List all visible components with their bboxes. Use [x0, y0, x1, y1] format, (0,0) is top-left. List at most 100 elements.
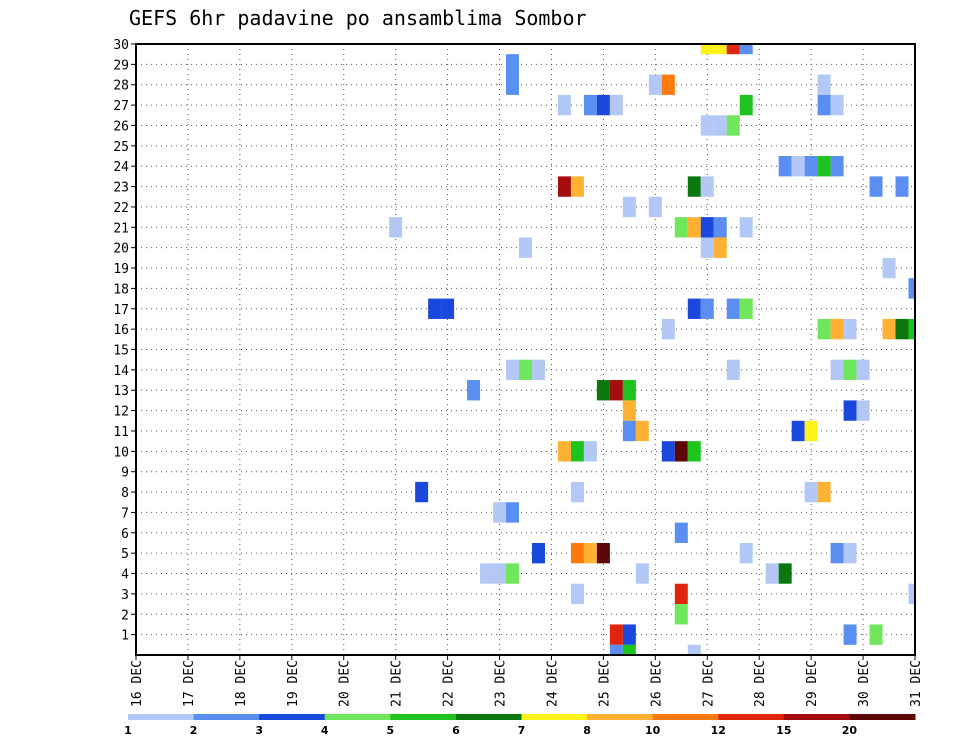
- precip-cell: [674, 441, 688, 462]
- precip-cell: [830, 542, 844, 564]
- precip-cell: [739, 542, 753, 564]
- precip-cell: [895, 176, 909, 197]
- precip-cell: [791, 156, 805, 177]
- precip-cell: [869, 176, 883, 197]
- legend-label: 12: [711, 724, 726, 737]
- y-tick-label: 25: [113, 140, 129, 155]
- precip-cell: [531, 542, 545, 564]
- precip-cell: [674, 522, 688, 543]
- precip-cell: [700, 115, 714, 136]
- x-tick-label: 19 DEC: [286, 660, 301, 707]
- x-tick-label: 20 DEC: [338, 660, 353, 707]
- legend-label: 6: [452, 724, 460, 737]
- precip-cell: [687, 176, 701, 197]
- y-tick-label: 27: [113, 99, 129, 114]
- precip-cell: [817, 94, 831, 116]
- y-tick-label: 10: [113, 445, 129, 460]
- precip-cell: [817, 481, 831, 503]
- precip-cell: [583, 94, 597, 116]
- y-tick-label: 11: [113, 425, 129, 440]
- y-tick-label: 20: [113, 242, 129, 257]
- y-tick-label: 21: [113, 221, 129, 236]
- precip-cell: [557, 441, 571, 462]
- precip-cell: [622, 196, 636, 218]
- precip-cell: [609, 644, 623, 655]
- y-tick-label: 15: [113, 344, 129, 359]
- precip-cell: [895, 318, 909, 340]
- chart-title: GEFS 6hr padavine po ansamblima Sombor: [129, 6, 587, 30]
- x-tick-label: 30 DEC: [857, 660, 872, 707]
- legend-label: 20: [842, 724, 858, 737]
- y-tick-label: 5: [121, 547, 129, 562]
- precip-cell: [661, 74, 675, 95]
- precip-cell: [622, 624, 636, 645]
- precip-cell: [739, 44, 753, 55]
- precip-cell: [583, 441, 597, 462]
- precip-cell: [531, 359, 545, 381]
- precip-cell: [817, 156, 831, 177]
- precip-cell: [908, 318, 915, 340]
- precip-cell: [830, 359, 844, 381]
- precip-cell: [687, 217, 701, 238]
- precip-cell: [570, 176, 584, 197]
- precip-cell: [830, 318, 844, 340]
- precip-cell: [687, 298, 701, 319]
- y-tick-label: 2: [121, 608, 129, 623]
- precip-cell: [778, 156, 792, 177]
- ticks-layer: 1234567891011121314151617181920212223242…: [113, 38, 924, 707]
- precip-cell: [519, 237, 532, 258]
- precip-cell: [700, 217, 714, 238]
- x-tick-label: 17 DEC: [182, 660, 197, 707]
- precip-cell: [557, 94, 571, 116]
- x-tick-label: 23 DEC: [494, 660, 509, 707]
- legend-swatch: [128, 714, 195, 720]
- precip-cell: [674, 217, 688, 238]
- cells-layer: [389, 44, 915, 655]
- precip-cell: [739, 217, 753, 238]
- precip-cell: [739, 298, 753, 319]
- precip-cell: [609, 380, 623, 401]
- grid-layer: [136, 44, 915, 655]
- precip-cell: [778, 563, 792, 584]
- precip-cell: [843, 318, 857, 340]
- legend-swatch: [193, 714, 260, 720]
- precip-cell: [817, 74, 831, 95]
- precip-cell: [882, 257, 896, 279]
- y-tick-label: 17: [113, 303, 129, 318]
- x-tick-label: 26 DEC: [649, 660, 664, 707]
- precip-cell: [700, 44, 714, 55]
- x-tick-label: 22 DEC: [442, 660, 457, 707]
- legend-colorbar: 1 2 3 4 5 6 7 8 10 12 15 20: [124, 714, 916, 737]
- x-tick-label: 18 DEC: [234, 660, 249, 707]
- precip-cell: [817, 318, 831, 340]
- legend-swatch: [390, 714, 457, 720]
- precip-cell: [519, 359, 532, 381]
- precip-cell: [609, 624, 623, 645]
- precip-cell: [908, 583, 915, 605]
- precip-cell: [622, 644, 636, 655]
- plot-frame: [135, 43, 916, 656]
- precip-cell: [713, 44, 727, 55]
- x-tick-label: 21 DEC: [390, 660, 405, 707]
- y-tick-label: 1: [121, 629, 129, 644]
- precip-cell: [596, 380, 610, 401]
- precip-cell: [570, 441, 584, 462]
- legend-swatch: [587, 714, 654, 720]
- precip-cell: [389, 217, 403, 238]
- precip-cell: [622, 400, 636, 421]
- precip-cell: [596, 542, 610, 564]
- precip-cell: [830, 156, 844, 177]
- legend-swatch: [455, 714, 522, 720]
- precip-cell: [648, 196, 662, 218]
- precip-cell: [609, 94, 623, 116]
- precip-cell: [661, 441, 675, 462]
- x-tick-label: 16 DEC: [130, 660, 145, 707]
- precip-cell: [493, 563, 507, 584]
- y-tick-label: 3: [121, 588, 129, 603]
- y-tick-label: 14: [113, 364, 129, 379]
- precip-cell: [843, 359, 857, 381]
- precip-cell: [804, 156, 818, 177]
- y-tick-label: 7: [121, 506, 129, 521]
- legend-label: 8: [583, 724, 591, 737]
- y-tick-label: 23: [113, 181, 129, 196]
